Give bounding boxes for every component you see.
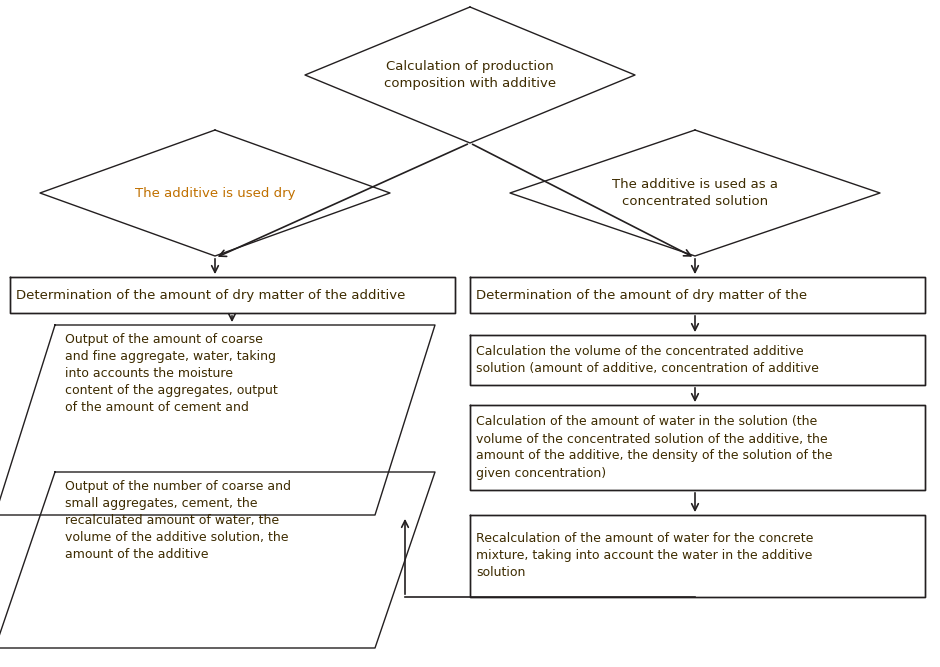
Polygon shape — [0, 325, 435, 515]
Text: Determination of the amount of dry matter of the additive: Determination of the amount of dry matte… — [16, 289, 405, 301]
Text: Output of the number of coarse and
small aggregates, cement, the
recalculated am: Output of the number of coarse and small… — [65, 480, 291, 561]
Text: The additive is used dry: The additive is used dry — [134, 187, 295, 199]
Text: Calculation of the amount of water in the solution (the
volume of the concentrat: Calculation of the amount of water in th… — [476, 416, 833, 480]
Polygon shape — [470, 405, 925, 490]
Text: Calculation of production
composition with additive: Calculation of production composition wi… — [384, 60, 556, 90]
Text: Recalculation of the amount of water for the concrete
mixture, taking into accou: Recalculation of the amount of water for… — [476, 532, 813, 580]
Polygon shape — [10, 277, 455, 313]
Polygon shape — [470, 335, 925, 385]
Text: Output of the amount of coarse
and fine aggregate, water, taking
into accounts t: Output of the amount of coarse and fine … — [65, 333, 277, 414]
Polygon shape — [470, 277, 925, 313]
Polygon shape — [0, 472, 435, 648]
Text: Calculation the volume of the concentrated additive
solution (amount of additive: Calculation the volume of the concentrat… — [476, 345, 819, 375]
Text: The additive is used as a
concentrated solution: The additive is used as a concentrated s… — [612, 178, 778, 208]
Text: Determination of the amount of dry matter of the: Determination of the amount of dry matte… — [476, 289, 807, 301]
Polygon shape — [470, 515, 925, 597]
